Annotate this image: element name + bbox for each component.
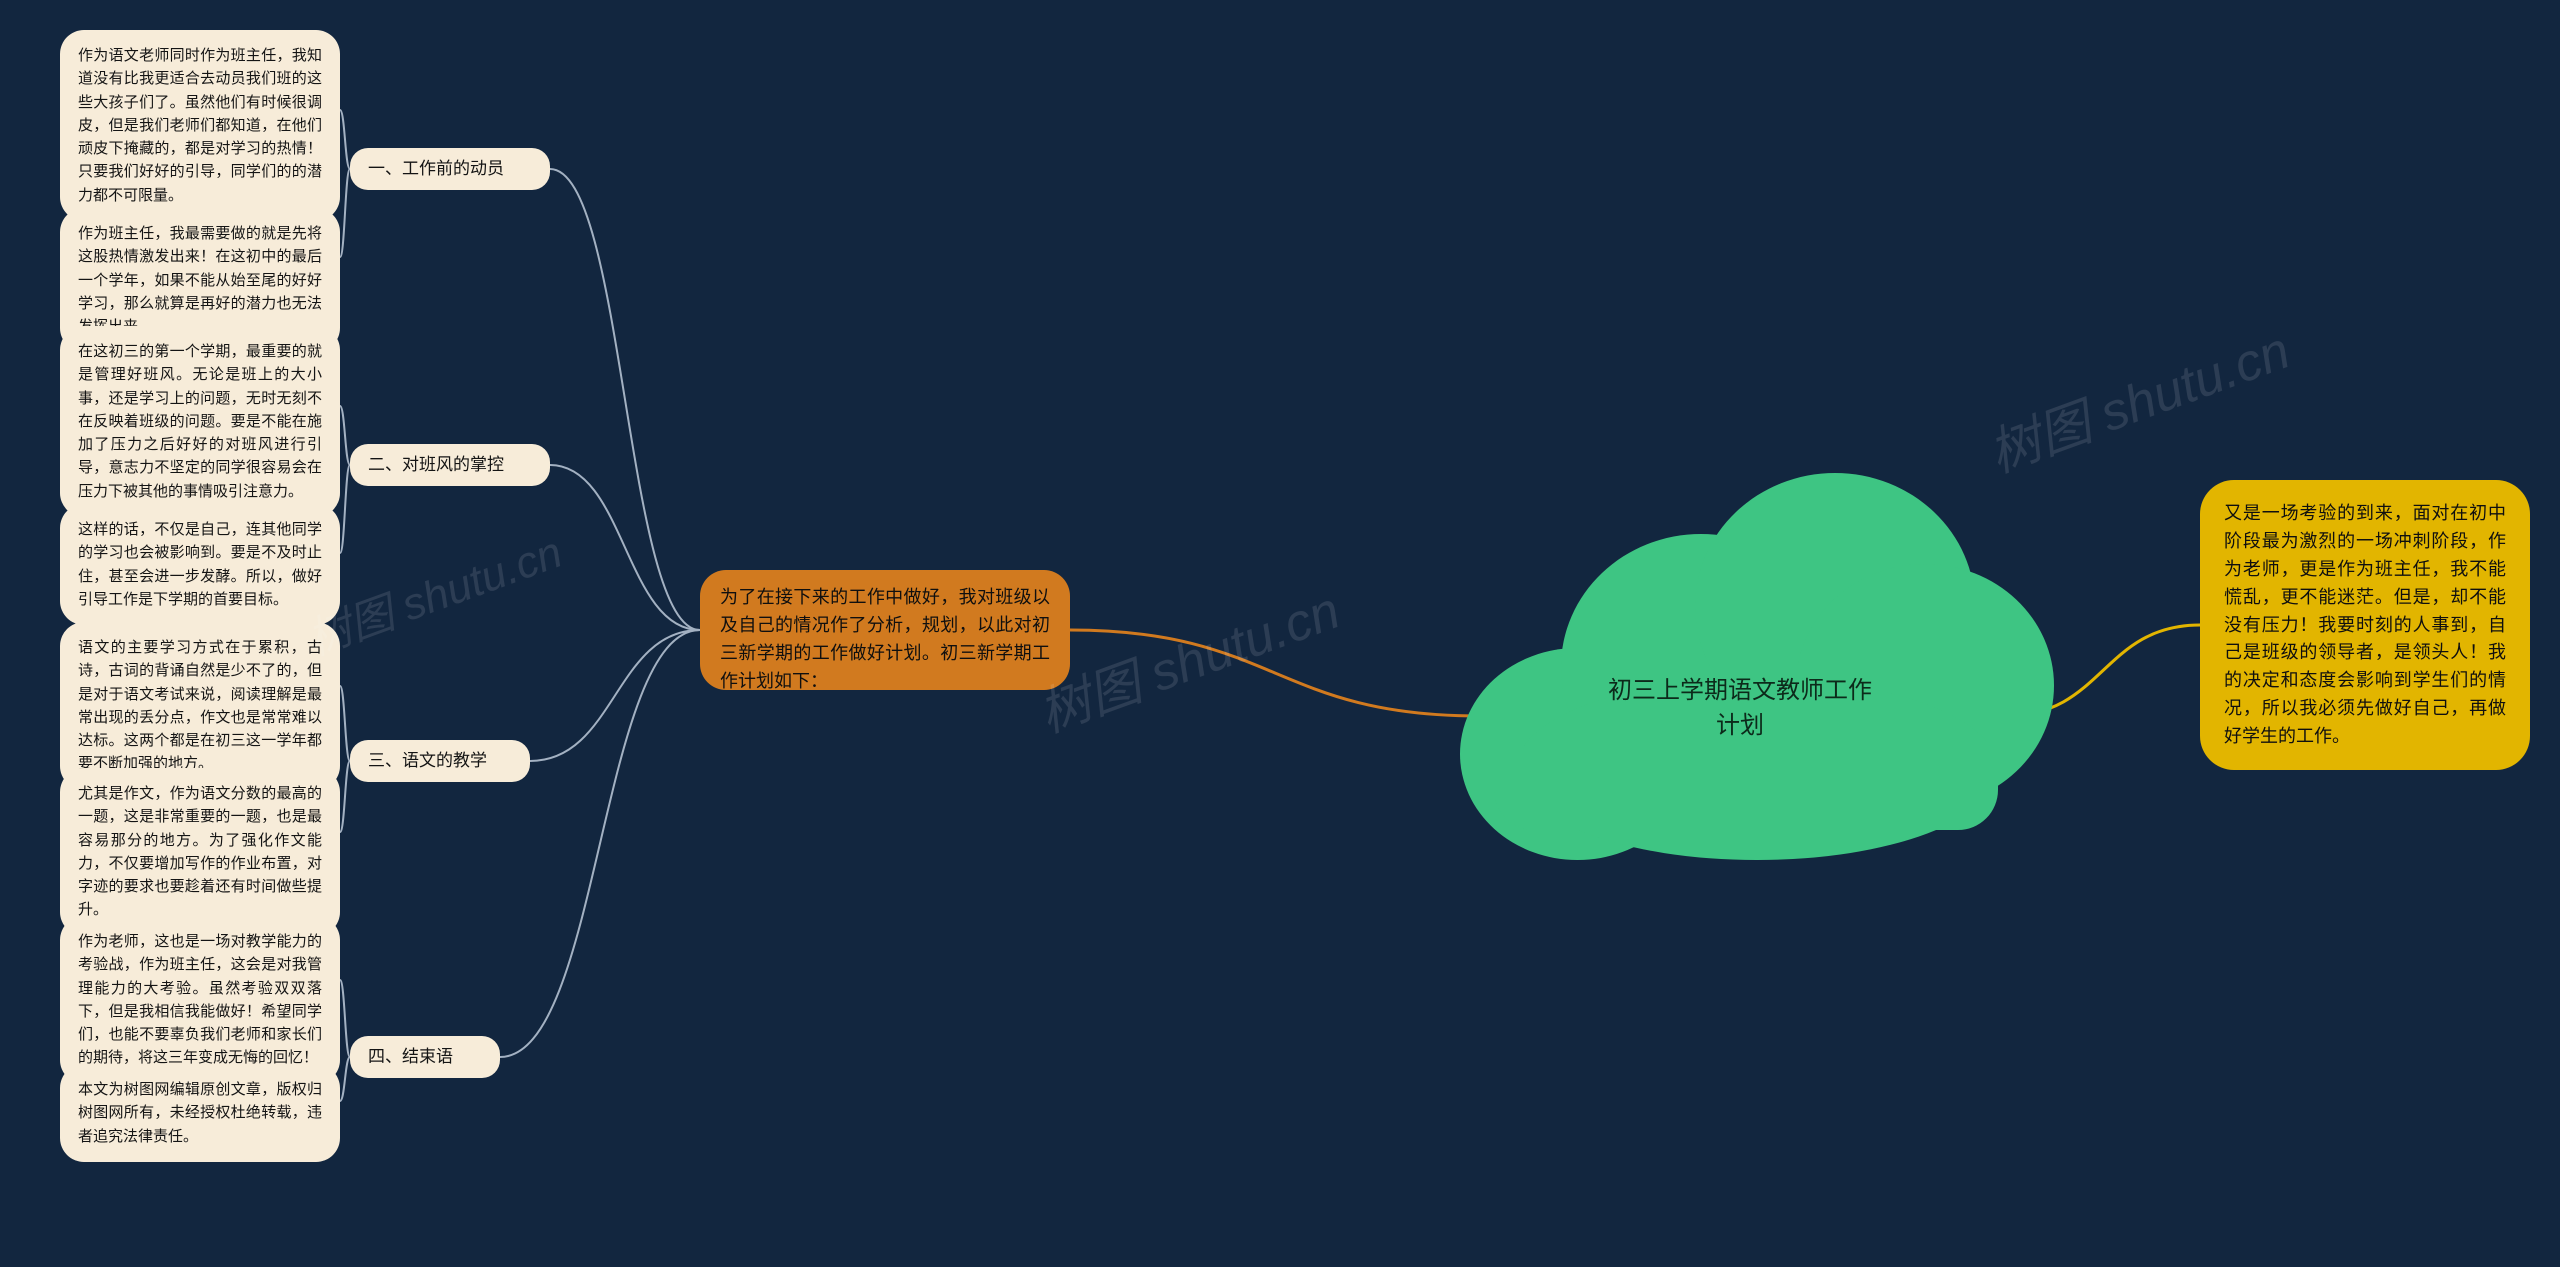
leaf-node: 在这初三的第一个学期，最重要的就是管理好班风。无论是班上的大小事，还是学习上的问… xyxy=(60,326,340,517)
leaf-text: 作为语文老师同时作为班主任，我知道没有比我更适合去动员我们班的这些大孩子们了。虽… xyxy=(78,47,322,204)
leaf-node: 尤其是作文，作为语文分数的最高的一题，这是非常重要的一题，也是最容易那分的地方。… xyxy=(60,768,340,936)
leaf-node: 作为语文老师同时作为班主任，我知道没有比我更适合去动员我们班的这些大孩子们了。虽… xyxy=(60,30,340,221)
right-summary-text: 又是一场考验的到来，面对在初中阶段最为激烈的一场冲刺阶段，作为老师，更是作为班主… xyxy=(2224,500,2506,751)
section-label: 一、工作前的动员 xyxy=(368,156,504,182)
left-plan-text: 为了在接下来的工作中做好，我对班级以及自己的情况作了分析，规划，以此对初三新学期… xyxy=(720,584,1050,696)
center-topic-label: 初三上学期语文教师工作 计划 xyxy=(1460,670,2020,740)
watermark: 树图 shutu.cn xyxy=(1977,308,2299,486)
leaf-text: 本文为树图网编辑原创文章，版权归树图网所有，未经授权杜绝转载，违者追究法律责任。 xyxy=(78,1081,322,1145)
leaf-text: 作为班主任，我最需要做的就是先将这股热情激发出来！在这初中的最后一个学年，如果不… xyxy=(78,225,322,335)
leaf-node: 作为老师，这也是一场对教学能力的考验战，作为班主任，这会是对我管理能力的大考验。… xyxy=(60,916,340,1084)
leaf-node: 这样的话，不仅是自己，连其他同学的学习也会被影响到。要是不及时止住，甚至会进一步… xyxy=(60,504,340,625)
section-node: 二、对班风的掌控 xyxy=(350,444,550,486)
left-plan-node: 为了在接下来的工作中做好，我对班级以及自己的情况作了分析，规划，以此对初三新学期… xyxy=(700,570,1070,690)
leaf-text: 这样的话，不仅是自己，连其他同学的学习也会被影响到。要是不及时止住，甚至会进一步… xyxy=(78,521,322,608)
watermark: 树图 shutu.cn xyxy=(1027,568,1349,746)
leaf-node: 语文的主要学习方式在于累积，古诗，古词的背诵自然是少不了的，但是对于语文考试来说… xyxy=(60,622,340,790)
leaf-text: 语文的主要学习方式在于累积，古诗，古词的背诵自然是少不了的，但是对于语文考试来说… xyxy=(78,639,322,772)
section-label: 三、语文的教学 xyxy=(368,748,487,774)
section-node: 一、工作前的动员 xyxy=(350,148,550,190)
section-node: 四、结束语 xyxy=(350,1036,500,1078)
mindmap-canvas: 初三上学期语文教师工作 计划 又是一场考验的到来，面对在初中阶段最为激烈的一场冲刺… xyxy=(0,0,2560,1267)
leaf-text: 在这初三的第一个学期，最重要的就是管理好班风。无论是班上的大小事，还是学习上的问… xyxy=(78,343,322,500)
section-label: 二、对班风的掌控 xyxy=(368,452,504,478)
leaf-node: 本文为树图网编辑原创文章，版权归树图网所有，未经授权杜绝转载，违者追究法律责任。 xyxy=(60,1064,340,1162)
leaf-text: 作为老师，这也是一场对教学能力的考验战，作为班主任，这会是对我管理能力的大考验。… xyxy=(78,933,322,1066)
leaf-text: 尤其是作文，作为语文分数的最高的一题，这是非常重要的一题，也是最容易那分的地方。… xyxy=(78,785,322,918)
section-label: 四、结束语 xyxy=(368,1044,453,1070)
section-node: 三、语文的教学 xyxy=(350,740,530,782)
right-summary-node: 又是一场考验的到来，面对在初中阶段最为激烈的一场冲刺阶段，作为老师，更是作为班主… xyxy=(2200,480,2530,770)
center-topic-cloud: 初三上学期语文教师工作 计划 xyxy=(1460,450,2020,830)
